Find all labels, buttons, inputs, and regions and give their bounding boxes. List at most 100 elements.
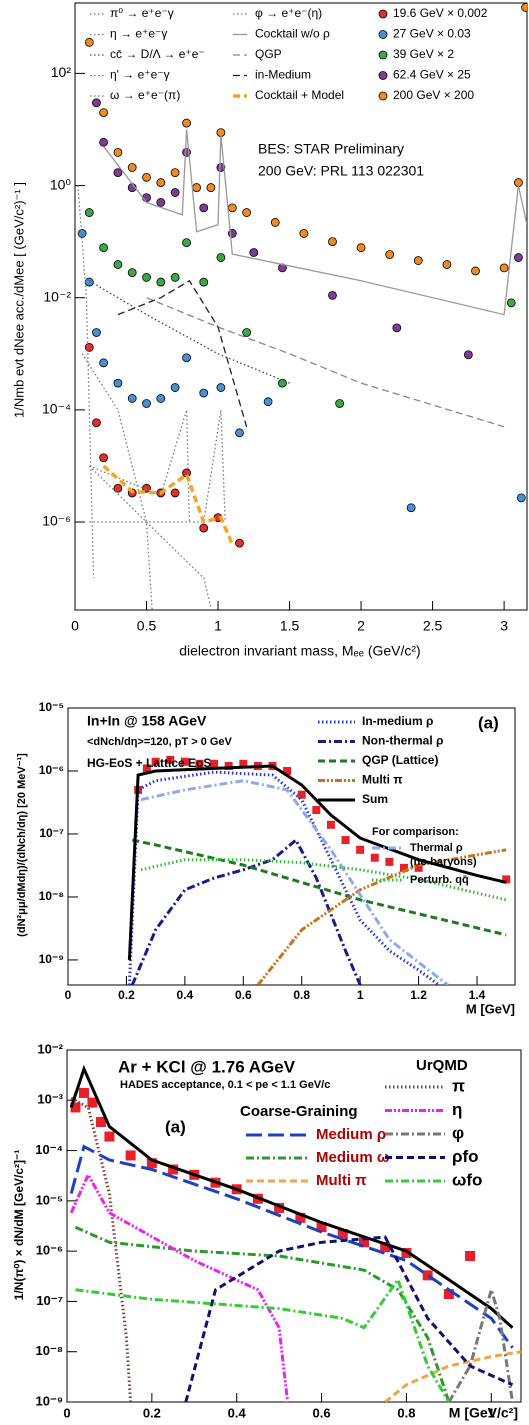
data-point [84, 37, 94, 47]
series-line [127, 770, 440, 985]
data-point [199, 523, 209, 533]
data-point [249, 248, 259, 257]
data-point [99, 137, 109, 147]
data-point [113, 168, 123, 178]
data-point [422, 1270, 433, 1281]
data-point [192, 183, 201, 192]
series-line [140, 858, 507, 902]
data-point [170, 273, 180, 282]
data-point [216, 163, 226, 172]
data-point [127, 394, 137, 403]
plot-area [127, 755, 511, 985]
data-point [299, 229, 309, 238]
data-point [113, 148, 123, 157]
series-line [130, 837, 362, 985]
legend-label: cc̄ → D/Λ → e⁺e⁻ [110, 47, 205, 61]
legend-label: Cocktail w/o ρ [255, 27, 330, 41]
data-point [146, 1158, 157, 1169]
y-tick-label: 10⁻⁷ [39, 826, 64, 840]
data-point [113, 260, 123, 269]
data-point [156, 178, 166, 187]
legend-label: 62.4 GeV × 25 [393, 68, 471, 82]
plot-area [69, 1064, 521, 1402]
legend-label: in-Medium [255, 68, 311, 82]
data-point [516, 493, 526, 503]
legend-label: η' → e⁺e⁻γ [110, 68, 170, 82]
data-point [227, 203, 237, 213]
x-tick-label: 0.8 [397, 1405, 415, 1420]
legend-label: Cocktail + Model [255, 88, 344, 102]
data-point [156, 277, 166, 287]
x-tick-label: 0 [71, 618, 79, 634]
data-point [127, 268, 137, 278]
data-point [92, 418, 101, 428]
data-point [399, 863, 408, 872]
legend-label: Multi π [362, 773, 403, 787]
x-tick-label: 0.2 [118, 988, 135, 1002]
series-line [103, 129, 527, 316]
data-point [356, 845, 365, 854]
legend-marker [378, 71, 388, 80]
data-point [142, 764, 151, 773]
legend-label: Medium ω [316, 1149, 390, 1166]
data-point [471, 266, 480, 276]
data-point [142, 399, 151, 408]
series-line [69, 1171, 290, 1402]
data-point [156, 198, 166, 207]
series-line [127, 764, 507, 960]
data-point [104, 1131, 115, 1142]
data-point [180, 757, 189, 766]
series-line [384, 1350, 521, 1402]
annotation: (no baryons) [410, 856, 477, 868]
data-point [283, 766, 292, 775]
data-point [92, 98, 101, 108]
series-line [89, 409, 226, 523]
legend-label: 200 GeV × 200 [393, 88, 474, 102]
legend-label: Medium ρ [316, 1126, 386, 1143]
x-tick-label: 0.4 [228, 1405, 247, 1420]
y-tick-label: 10⁻⁵ [36, 1192, 63, 1207]
x-tick-label: 1.5 [280, 618, 300, 634]
data-point [521, 3, 527, 12]
annotation: UrQMD [416, 1057, 468, 1074]
data-point [385, 857, 394, 866]
data-point [125, 1150, 136, 1161]
data-point [142, 172, 151, 182]
data-point [326, 820, 335, 829]
data-point [328, 237, 337, 247]
data-point [216, 253, 226, 262]
y-tick-label: 10⁻⁴ [42, 401, 71, 417]
x-axis-label: M [GeV] [466, 1001, 515, 1016]
data-point [170, 188, 180, 197]
annotation: Coarse-Graining [240, 1103, 358, 1120]
legend-marker [378, 30, 388, 39]
data-point [166, 755, 175, 764]
data-point [463, 350, 473, 360]
annotation: (a) [478, 713, 499, 732]
data-point [199, 388, 209, 398]
data-point [151, 757, 160, 766]
series-line [146, 297, 505, 428]
series-line [81, 353, 153, 610]
data-point [392, 323, 402, 333]
data-point [380, 1242, 391, 1253]
data-point [99, 358, 109, 368]
data-point [337, 1228, 348, 1239]
annotation: HG-EoS + Lattice EoS [87, 756, 211, 770]
series-line [77, 185, 95, 579]
data-point [199, 277, 209, 287]
series-line [256, 848, 507, 985]
y-tick-label: 10⁻⁶ [42, 513, 71, 529]
data-point [274, 1203, 285, 1214]
data-point [170, 383, 180, 392]
data-point [443, 1289, 454, 1300]
y-tick-label: 10⁻⁴ [35, 1142, 63, 1157]
data-point [206, 183, 216, 192]
data-point [242, 328, 252, 337]
data-point [465, 1251, 476, 1262]
data-point [316, 1222, 327, 1233]
data-point [270, 218, 280, 227]
data-point [312, 806, 321, 815]
legend-label: 39 GeV × 2 [393, 47, 454, 61]
